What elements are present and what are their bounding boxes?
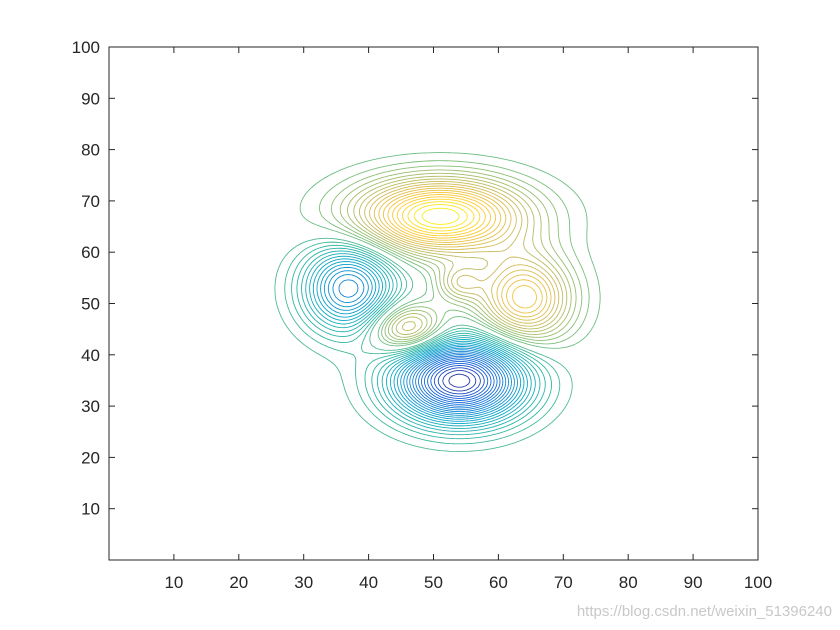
contour-line [430, 362, 489, 399]
y-tick-label: 20 [81, 448, 100, 467]
y-tick-label: 90 [81, 89, 100, 108]
x-tick-label: 80 [619, 573, 638, 592]
contour-line [373, 185, 552, 321]
x-tick-label: 70 [554, 573, 573, 592]
contour-line [418, 355, 501, 407]
contour-line [318, 160, 590, 345]
contour-line [420, 357, 498, 405]
contour-line [437, 367, 481, 395]
y-tick-label: 50 [81, 295, 100, 314]
contour-line [291, 244, 553, 440]
contour-line [392, 194, 492, 239]
x-tick-label: 20 [229, 573, 248, 592]
contour-line [415, 354, 504, 409]
x-tick-label: 90 [684, 573, 703, 592]
axis-ticks: 10 20 30 40 50 60 70 80 90 100 10 20 30 40 50 60 70 80 90 1… [72, 38, 773, 592]
x-tick-label: 30 [294, 573, 313, 592]
y-tick-label: 100 [72, 38, 100, 57]
contour-line [299, 152, 601, 349]
contour-line [353, 175, 568, 336]
contour-line [413, 204, 468, 229]
y-tick-label: 60 [81, 243, 100, 262]
contour-line [327, 270, 515, 416]
contour-line [309, 255, 532, 427]
contour-line [427, 360, 492, 401]
watermark-text: https://blog.csdn.net/weixin_51396240 [576, 603, 832, 620]
contour-line [378, 187, 548, 318]
contour-line [396, 196, 486, 237]
contour-line [407, 201, 475, 232]
contour-line [387, 191, 538, 309]
contour-line [442, 370, 477, 392]
contour-line [323, 266, 518, 418]
contour-line [421, 207, 460, 225]
y-tick-label: 10 [81, 500, 100, 519]
contour-line [412, 352, 507, 411]
y-tick-label: 80 [81, 141, 100, 160]
contour-lines [274, 152, 601, 452]
contour-line [320, 263, 522, 420]
contour-line [330, 165, 583, 343]
contour-line [301, 250, 541, 432]
contour-line [274, 237, 573, 452]
contour-line [448, 373, 471, 388]
contour-line [305, 253, 536, 429]
contour-line [364, 180, 560, 327]
axes-box [108, 46, 759, 561]
contour-line [369, 183, 556, 324]
contour-line [338, 279, 510, 413]
x-tick-label: 50 [424, 573, 443, 592]
x-tick-label: 10 [164, 573, 183, 592]
contour-line [433, 365, 485, 397]
contour-line [358, 178, 564, 331]
contour-line [316, 261, 525, 422]
contour-line [339, 169, 577, 341]
contour-line [423, 359, 495, 403]
contour-line [332, 274, 512, 414]
y-tick-label: 40 [81, 346, 100, 365]
x-tick-label: 40 [359, 573, 378, 592]
contour-line [284, 241, 561, 445]
contour-line [401, 198, 481, 234]
x-tick-label: 60 [489, 573, 508, 592]
contour-line [382, 189, 543, 314]
contour-line [346, 172, 572, 338]
y-tick-label: 30 [81, 397, 100, 416]
contour-line [296, 247, 546, 436]
contour-line [312, 258, 528, 424]
x-tick-label: 100 [744, 573, 772, 592]
y-tick-label: 70 [81, 192, 100, 211]
